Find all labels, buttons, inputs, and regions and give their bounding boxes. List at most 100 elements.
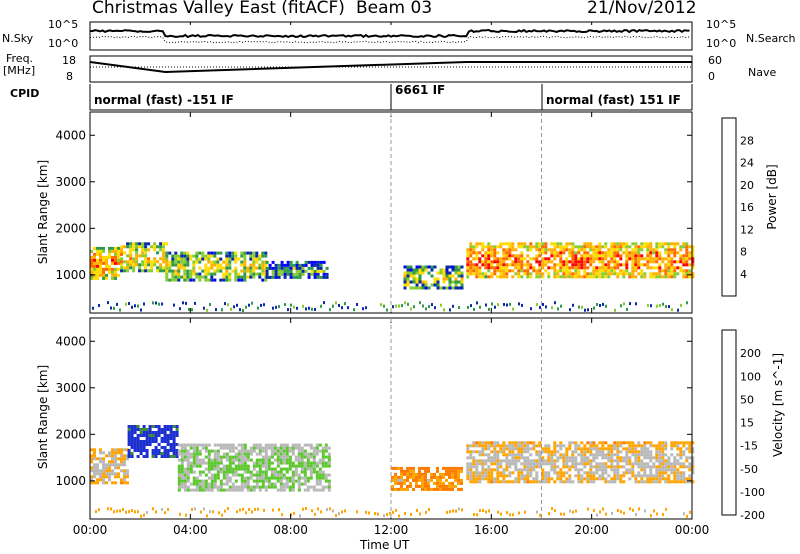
data-cell (538, 242, 542, 246)
data-cell (412, 286, 416, 290)
data-cell (448, 466, 451, 470)
data-cell (487, 254, 491, 258)
data-cell (560, 512, 562, 516)
data-cell (490, 471, 494, 475)
data-cell (105, 469, 108, 473)
data-cell (413, 305, 415, 309)
data-cell (108, 255, 111, 259)
data-cell (583, 471, 587, 475)
data-cell (535, 269, 539, 273)
data-cell (637, 251, 641, 255)
data-cell (451, 472, 454, 476)
data-cell (142, 428, 146, 431)
data-cell (613, 245, 617, 249)
data-cell (637, 254, 641, 258)
data-cell (442, 280, 446, 284)
data-cell (556, 242, 560, 246)
data-cell (207, 461, 211, 465)
data-cell (147, 269, 151, 273)
data-cell (439, 487, 442, 491)
data-cell (159, 248, 163, 252)
data-cell (592, 474, 596, 478)
data-cell (154, 437, 158, 440)
data-cell (499, 275, 503, 279)
data-cell (117, 273, 120, 277)
data-cell (162, 242, 166, 246)
data-cell (646, 263, 650, 267)
data-cell (419, 301, 421, 305)
data-cell (634, 251, 638, 255)
data-cell (117, 267, 120, 271)
data-cell (177, 482, 181, 486)
data-cell (123, 460, 126, 464)
data-cell (460, 466, 463, 470)
data-cell (237, 449, 241, 453)
data-cell (479, 305, 481, 309)
data-cell (634, 254, 638, 258)
data-cell (436, 478, 439, 482)
data-cell (321, 485, 325, 489)
data-cell (99, 478, 102, 482)
data-cell (234, 269, 238, 273)
data-cell (255, 443, 259, 447)
data-cell (562, 260, 566, 264)
data-cell (207, 443, 211, 447)
data-cell (676, 474, 680, 478)
data-cell (264, 263, 268, 267)
data-cell (466, 456, 470, 460)
data-cell (135, 245, 139, 249)
data-cell (442, 466, 445, 470)
data-cell (246, 470, 250, 474)
data-cell (275, 305, 277, 309)
data-cell (652, 456, 656, 460)
data-cell (228, 257, 232, 261)
data-cell (216, 251, 220, 255)
data-cell (466, 248, 470, 252)
data-cell (274, 266, 278, 270)
data-cell (216, 266, 220, 270)
data-cell (625, 272, 629, 276)
data-cell (544, 477, 548, 481)
data-cell (392, 305, 394, 309)
data-band-5 (403, 265, 464, 290)
data-cell (158, 302, 160, 306)
data-cell (449, 510, 451, 514)
data-cell (629, 302, 631, 306)
data-cell (234, 470, 238, 474)
data-cell (264, 446, 268, 450)
data-cell (595, 477, 599, 481)
data-cell (589, 447, 593, 451)
data-cell (297, 449, 301, 453)
data-cell (318, 467, 322, 471)
data-cell (673, 462, 677, 466)
data-cell (270, 470, 274, 474)
data-cell (169, 431, 173, 434)
data-cell (691, 471, 695, 475)
data-cell (210, 275, 214, 279)
data-cell (177, 254, 181, 258)
data-cell (580, 474, 584, 478)
data-cell (264, 461, 268, 465)
data-cell (667, 248, 671, 252)
data-cell (186, 449, 190, 453)
data-cell (365, 510, 367, 514)
data-cell (304, 263, 308, 267)
data-cell (613, 477, 617, 481)
data-cell (622, 251, 626, 255)
data-cell (625, 456, 629, 460)
data-cell (649, 453, 653, 457)
data-cell (487, 453, 491, 457)
data-cell (93, 261, 96, 265)
data-cell (496, 444, 500, 448)
data-cell (192, 455, 196, 459)
data-cell (135, 260, 139, 264)
data-cell (646, 242, 650, 246)
data-cell (523, 447, 527, 451)
data-cell (589, 263, 593, 267)
data-cell (568, 260, 572, 264)
data-cell (291, 485, 295, 489)
data-cell (490, 477, 494, 481)
data-cell (661, 474, 665, 478)
data-cell (421, 475, 424, 479)
data-cell (499, 257, 503, 261)
